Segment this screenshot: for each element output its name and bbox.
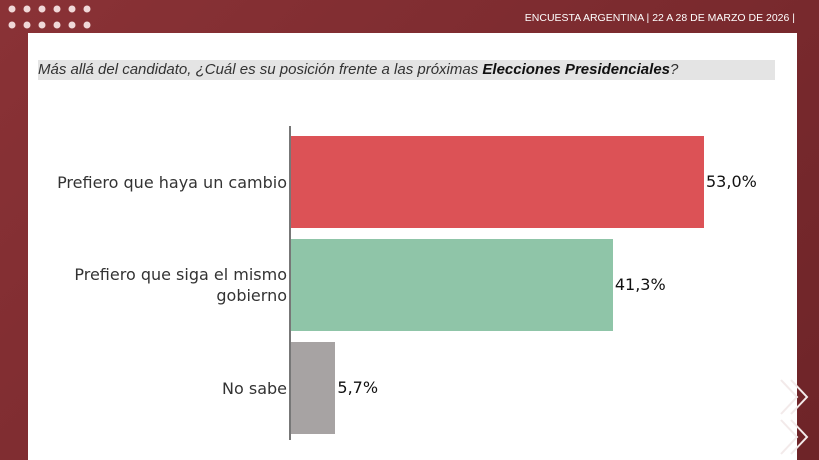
title-bold: Elecciones Presidenciales <box>482 61 671 78</box>
chart-title: Más allá del candidato, ¿Cuál es su posi… <box>38 60 775 80</box>
dots-decoration <box>8 5 91 29</box>
title-part: ? <box>670 61 679 78</box>
header-text: ENCUESTA ARGENTINA | 22 A 28 DE MARZO DE… <box>524 12 795 24</box>
axis-line <box>289 126 291 440</box>
value-label: 53,0% <box>706 172 757 191</box>
category-label: Prefiero que siga el mismo gobierno <box>74 265 287 305</box>
value-label: 5,7% <box>337 378 379 397</box>
value-label: 41,3% <box>614 275 666 294</box>
bar <box>291 239 613 331</box>
chevron-decoration <box>780 379 809 455</box>
category-label: No sabe <box>222 378 287 398</box>
bar <box>291 136 704 228</box>
title-part: Más allá del candidato, ¿Cuál es su posi… <box>38 61 483 78</box>
category-label: Prefiero que haya un cambio <box>57 172 287 192</box>
bar <box>291 342 336 434</box>
